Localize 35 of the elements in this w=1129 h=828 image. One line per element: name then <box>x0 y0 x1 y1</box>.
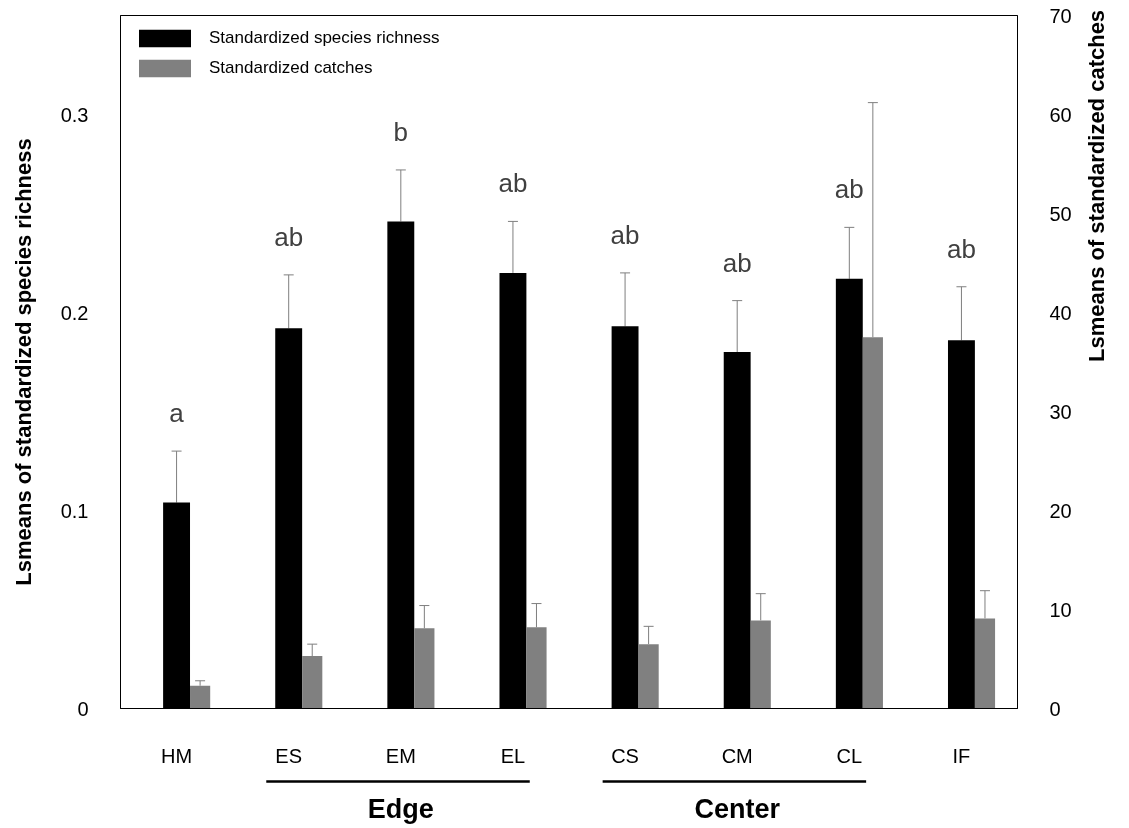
annotation: ab <box>722 247 752 278</box>
x-tick-label: CS <box>611 744 639 767</box>
y2-tick-label: 30 <box>1049 400 1072 423</box>
y2-tick-label: 70 <box>1049 4 1072 27</box>
y2-tick-label: 50 <box>1049 202 1072 225</box>
legend-label: Standardized species richness <box>209 28 440 48</box>
y2-tick-label: 10 <box>1049 598 1072 621</box>
y-tick-label: 0.2 <box>60 301 89 324</box>
text: Center <box>694 793 781 824</box>
y2-axis-title: Lsmeans of standardized catches <box>1084 9 1110 362</box>
annotation: b <box>393 116 409 147</box>
annotation: ab <box>946 233 976 264</box>
annotation: ab <box>274 221 304 252</box>
y2-tick-label: 20 <box>1049 499 1072 522</box>
x-tick-label: CL <box>836 744 863 767</box>
y-tick-label: 0 <box>77 697 89 720</box>
annotation: ab <box>834 174 864 205</box>
y2-tick-label: 60 <box>1049 103 1072 126</box>
x-tick-label: ES <box>275 744 303 767</box>
y-tick-label: 0.3 <box>60 103 89 126</box>
y-tick-label: 0.1 <box>60 499 89 522</box>
x-tick-label: EM <box>385 744 416 767</box>
x-tick-label: HM <box>161 744 193 767</box>
x-tick-label: EL <box>500 744 526 767</box>
bar <box>190 685 211 709</box>
annotation: ab <box>498 168 528 199</box>
y2-tick-label: 40 <box>1049 301 1072 324</box>
x-tick-label: CM <box>721 744 753 767</box>
x-tick-label: IF <box>952 744 971 767</box>
annotation: ab <box>610 219 640 250</box>
y-axis-title: Lsmeans of standardized species richness <box>10 138 36 586</box>
legend-label: Standardized catches <box>209 58 373 78</box>
y2-tick-label: 0 <box>1049 697 1061 720</box>
annotation: a <box>169 398 185 429</box>
text: Edge <box>367 793 434 824</box>
